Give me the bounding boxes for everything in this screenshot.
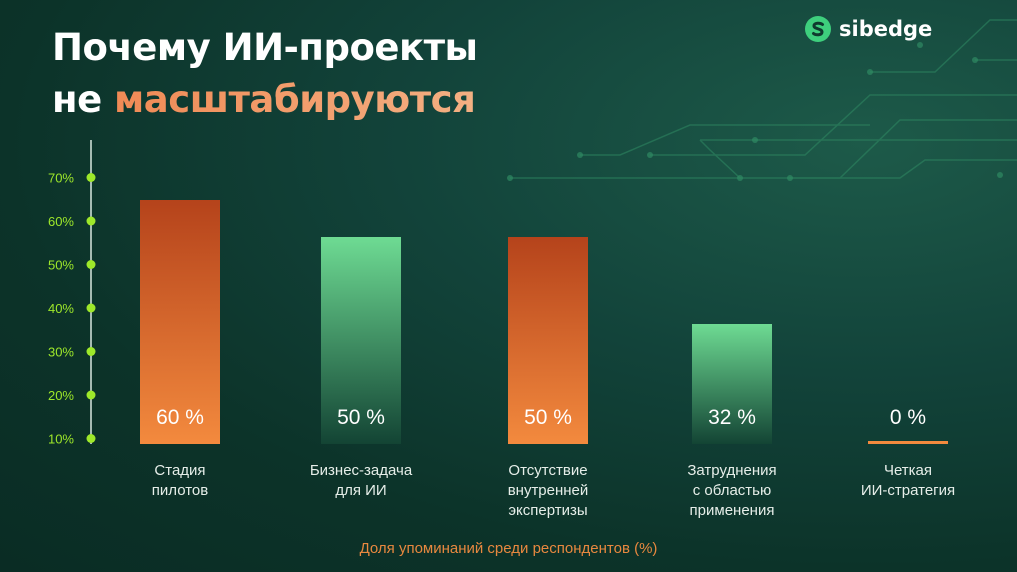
page-title: Почему ИИ-проекты не масштабируются — [52, 22, 478, 126]
x-axis-title: Доля упоминаний среди респондентов (%) — [359, 540, 658, 557]
bar-value-label: 0 % — [890, 406, 926, 429]
bar-value-label: 50 % — [337, 406, 385, 429]
bar-4 — [692, 324, 772, 444]
x-category-line: Бизнес-задача — [309, 462, 413, 479]
x-category-line: применения — [689, 502, 775, 519]
x-category-line: внутренней — [507, 482, 589, 499]
x-category-line: пилотов — [151, 482, 209, 499]
x-category-label: Затруднения с областью применения — [657, 461, 807, 521]
bar-3 — [508, 237, 588, 444]
x-category-line: Стадия — [154, 462, 206, 479]
sibedge-logo: sibedge — [805, 16, 932, 42]
y-tick-label: 70% — [48, 171, 74, 186]
x-category-label: Отсутствие внутренней экспертизы — [473, 461, 623, 521]
bar-2 — [321, 237, 401, 444]
logo-text: sibedge — [839, 17, 933, 41]
x-category-label: Бизнес-задача для ИИ — [286, 461, 436, 501]
x-category-line: Четкая — [883, 462, 933, 479]
y-tick-dot — [86, 434, 96, 443]
y-tick-dot — [86, 390, 96, 400]
bar-value-label: 50 % — [524, 406, 572, 429]
y-tick-dot — [86, 216, 96, 226]
y-tick-label: 50% — [48, 258, 74, 273]
sibedge-s-icon — [805, 16, 831, 42]
title-line-2-accent: масштабируются — [114, 78, 476, 121]
y-tick-dot — [86, 173, 96, 182]
bars: 60 % 50 % 50 % 32 % 0 % — [140, 200, 948, 444]
title-line-2-prefix: не — [52, 78, 115, 121]
y-tick-label: 30% — [48, 345, 74, 360]
y-tick-label: 10% — [48, 432, 74, 447]
y-tick-dot — [86, 303, 96, 313]
x-category-line: Затруднения — [687, 462, 777, 479]
x-category-line: для ИИ — [335, 482, 387, 499]
y-tick-label: 20% — [48, 388, 74, 403]
bar-1 — [140, 200, 220, 444]
y-tick-label: 60% — [48, 214, 74, 229]
x-category-line: экспертизы — [508, 502, 588, 519]
title-line-1: Почему ИИ-проекты — [52, 26, 478, 69]
bar-value-label: 60 % — [156, 406, 204, 429]
y-tick-dot — [86, 347, 96, 356]
x-category-label: Стадия пилотов — [105, 461, 255, 501]
bar-value-label: 32 % — [708, 406, 756, 429]
x-category-line: с областью — [692, 482, 772, 499]
y-tick-label: 40% — [48, 301, 74, 316]
bar-5 — [868, 441, 948, 444]
y-tick-dot — [86, 260, 96, 269]
x-category-line: Отсутствие — [508, 462, 588, 479]
y-axis: 10% 20% 30% 40% 50% 60% 70% — [48, 171, 96, 447]
x-category-label: Четкая ИИ-стратегия — [833, 461, 983, 501]
x-category-line: ИИ-стратегия — [860, 482, 956, 499]
